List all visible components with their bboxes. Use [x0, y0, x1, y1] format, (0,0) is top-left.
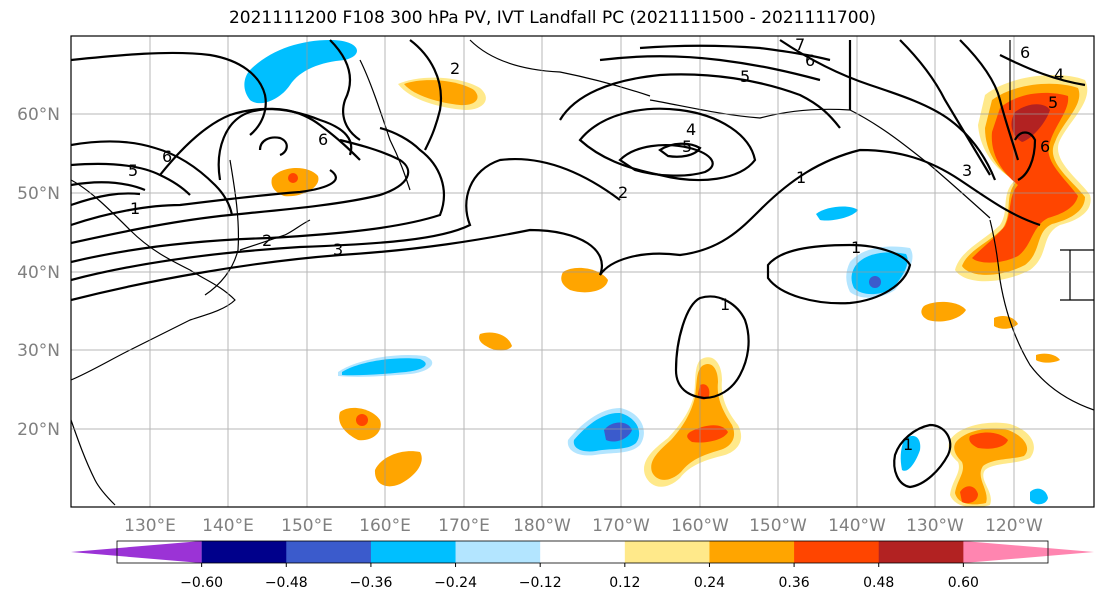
colorbar-cell [709, 541, 795, 563]
contour-label: 1 [796, 168, 806, 187]
negative-region [1030, 488, 1048, 505]
colorbar-cell [286, 541, 372, 563]
negative-shading [244, 40, 1048, 505]
map-frame [70, 35, 1095, 508]
contour-label: 5 [740, 67, 750, 86]
positive-region [960, 432, 1008, 504]
lat-label: 40°N [17, 263, 60, 283]
lon-label: 130°E [124, 516, 176, 536]
colorbar-cell [370, 541, 457, 563]
positive-region [356, 414, 368, 426]
colorbar-cell [878, 541, 964, 563]
colorbar-tick-label: −0.12 [519, 575, 562, 591]
negative-region [816, 206, 858, 221]
contour-label: 5 [682, 137, 692, 156]
colorbar-tick-label: −0.60 [180, 575, 223, 591]
colorbar-extend-high [963, 541, 1094, 563]
gridlines [71, 36, 1094, 507]
positive-region [561, 267, 608, 293]
contour-label: 3 [333, 240, 343, 259]
positive-region [651, 363, 735, 480]
negative-region [851, 252, 908, 295]
contour-label: 6 [805, 51, 815, 70]
contour-label: 6 [162, 147, 172, 166]
negative-region [869, 276, 881, 288]
colorbar-tick-label: −0.48 [265, 575, 308, 591]
positive-region [479, 332, 512, 351]
lat-label: 30°N [17, 341, 60, 361]
lat-label: 60°N [17, 105, 60, 125]
lon-label: 150°E [281, 516, 333, 536]
lon-label: 170°E [438, 516, 490, 536]
contour-label: 6 [318, 130, 328, 149]
colorbar-cell [201, 541, 287, 563]
lon-label: 160°E [359, 516, 411, 536]
lon-label: 160°W [671, 516, 729, 536]
negative-region [342, 358, 426, 376]
lon-label: 140°W [828, 516, 886, 536]
pv-contours [71, 39, 1086, 489]
positive-region [1036, 353, 1060, 363]
contour-label: 1 [720, 295, 730, 314]
colorbar-tick-label: 0.60 [948, 575, 979, 591]
colorbar-tick-label: 0.48 [863, 575, 894, 591]
colorbar: −0.60 −0.48 −0.36 −0.24 −0.12 0.12 0.24 0.36 0.4… [71, 540, 1094, 591]
contour-label: 5 [1048, 93, 1058, 112]
negative-region [900, 435, 921, 471]
positive-region [972, 92, 1078, 263]
positive-region [687, 384, 728, 443]
latitude-labels: 60°N 50°N 40°N 30°N 20°N [17, 105, 60, 440]
lon-label: 170°W [592, 516, 650, 536]
contour-label: 4 [1054, 65, 1064, 84]
colorbar-cell [455, 541, 541, 563]
contour-label: 3 [962, 161, 972, 180]
positive-region [921, 301, 966, 322]
colorbar-tick-label: 0.12 [609, 575, 640, 591]
lon-label: 180°W [513, 516, 571, 536]
lon-label: 140°E [202, 516, 254, 536]
contour-label: 1 [130, 199, 140, 218]
colorbar-cell [794, 541, 880, 563]
lat-label: 50°N [17, 184, 60, 204]
contour-labels: 2 6 5 7 6 6 5 4 5 2 1 1 1 1 6 5 3 1 3 2 … [128, 35, 1064, 454]
positive-region [374, 451, 422, 487]
contour-label: 4 [686, 120, 696, 139]
negative-region [244, 40, 357, 104]
lon-label: 130°W [906, 516, 964, 536]
contour-label: 6 [1040, 137, 1050, 156]
lat-label: 20°N [17, 420, 60, 440]
colorbar-tick-label: 0.36 [779, 575, 810, 591]
map-title: 2021111200 F108 300 hPa PV, IVT Landfall… [228, 8, 876, 28]
coastlines [71, 39, 1094, 506]
positive-region [288, 173, 298, 183]
contour-label: 2 [262, 231, 272, 250]
contour-label: 6 [1020, 43, 1030, 62]
colorbar-extend-low [71, 541, 202, 563]
colorbar-cell [624, 541, 710, 563]
contour-label: 1 [851, 238, 861, 257]
colorbar-tick-label: −0.24 [434, 575, 477, 591]
contour-label: 2 [450, 59, 460, 78]
lon-label: 120°W [985, 516, 1043, 536]
lon-label: 150°W [749, 516, 807, 536]
colorbar-tick-label: −0.36 [349, 575, 392, 591]
colorbar-cell [540, 541, 626, 563]
colorbar-tick-label: 0.24 [694, 575, 725, 591]
longitude-labels: 130°E 140°E 150°E 160°E 170°E 180°W 170°… [124, 516, 1043, 536]
contour-label: 1 [903, 435, 913, 454]
contour-label: 2 [618, 183, 628, 202]
negative-region [604, 422, 632, 442]
positive-region [954, 428, 1028, 505]
contour-label: 5 [128, 161, 138, 180]
contour-label: 7 [795, 35, 805, 54]
colorbar-outline [116, 540, 1049, 564]
